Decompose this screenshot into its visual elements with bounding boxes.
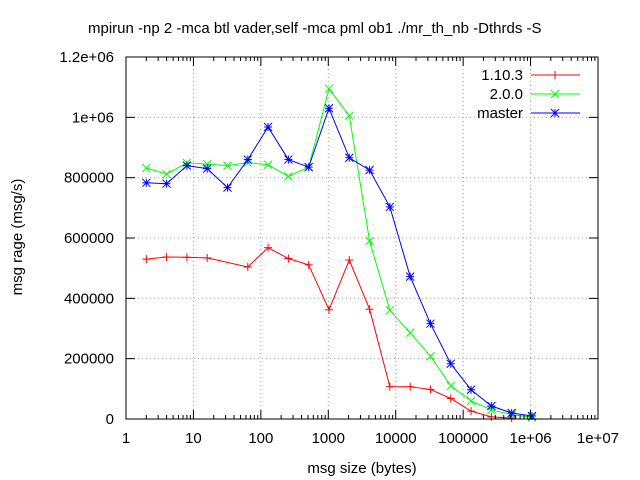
series-2-0-0 bbox=[141, 84, 537, 422]
series-layer bbox=[141, 84, 537, 423]
legend-marker bbox=[550, 108, 560, 118]
chart-title: mpirun -np 2 -mca btl vader,self -mca pm… bbox=[88, 20, 542, 37]
data-point bbox=[182, 161, 192, 170]
legend-label: 1.10.3 bbox=[481, 67, 523, 84]
y-tick-label: 400000 bbox=[64, 290, 114, 307]
x-tick-label: 10000 bbox=[375, 430, 417, 447]
data-point bbox=[243, 155, 253, 164]
x-tick-label: 1e+06 bbox=[510, 430, 552, 447]
data-point bbox=[426, 351, 435, 361]
x-tick-label: 1e+07 bbox=[577, 430, 619, 447]
x-axis-label: msg size (bytes) bbox=[307, 460, 416, 477]
series-line bbox=[146, 106, 533, 417]
data-point bbox=[487, 401, 496, 411]
data-point bbox=[446, 359, 456, 369]
y-tick-label: 800000 bbox=[64, 170, 114, 187]
data-point bbox=[162, 179, 171, 189]
legend-label: 2.0.0 bbox=[490, 86, 523, 103]
y-tick-label: 200000 bbox=[64, 351, 114, 368]
series-1-10-3 bbox=[142, 243, 516, 423]
data-point bbox=[344, 111, 354, 121]
data-point bbox=[507, 408, 517, 418]
y-tick-label: 0 bbox=[106, 411, 114, 428]
data-point bbox=[202, 164, 212, 173]
series-master bbox=[141, 103, 537, 421]
y-tick-label: 600000 bbox=[64, 230, 114, 247]
data-point bbox=[405, 328, 415, 338]
data-point bbox=[466, 396, 476, 406]
legend-label: master bbox=[477, 105, 523, 122]
data-point bbox=[284, 155, 293, 164]
data-point bbox=[324, 84, 334, 94]
data-point bbox=[141, 178, 151, 188]
series-line bbox=[146, 247, 512, 419]
data-point bbox=[365, 165, 374, 175]
data-point bbox=[385, 202, 395, 212]
data-point bbox=[466, 385, 476, 395]
y-tick-label: 1e+06 bbox=[72, 109, 114, 126]
data-point bbox=[365, 236, 374, 246]
data-point bbox=[304, 162, 314, 172]
x-tick-label: 1000 bbox=[312, 430, 345, 447]
data-point bbox=[141, 163, 151, 173]
data-point bbox=[385, 306, 395, 315]
x-tick-label: 100 bbox=[248, 430, 273, 447]
data-point bbox=[284, 172, 293, 181]
data-point bbox=[344, 153, 354, 163]
x-tick-label: 1 bbox=[122, 430, 130, 447]
grid-lines bbox=[126, 57, 598, 419]
data-point bbox=[324, 103, 334, 113]
x-tick-label: 10 bbox=[185, 430, 202, 447]
axis-ticks: 1 10 100 1000 10000 100000 1e+06 1e+07 0 200000 40… bbox=[59, 49, 619, 447]
y-axis-label: msg rage (msg/s) bbox=[9, 179, 26, 296]
y-tick-label: 1.2e+06 bbox=[59, 49, 114, 66]
legend: 1.10.3 2.0.0 master bbox=[477, 67, 580, 122]
series-line bbox=[146, 87, 533, 418]
x-tick-label: 100000 bbox=[438, 430, 488, 447]
data-point bbox=[405, 272, 415, 281]
data-point bbox=[263, 160, 273, 170]
data-point bbox=[426, 319, 435, 329]
data-point bbox=[162, 169, 171, 179]
data-point bbox=[202, 159, 212, 169]
data-point bbox=[223, 183, 232, 192]
data-point bbox=[223, 161, 232, 170]
data-point bbox=[446, 381, 456, 391]
data-point bbox=[263, 122, 273, 132]
legend-marker bbox=[550, 89, 560, 99]
